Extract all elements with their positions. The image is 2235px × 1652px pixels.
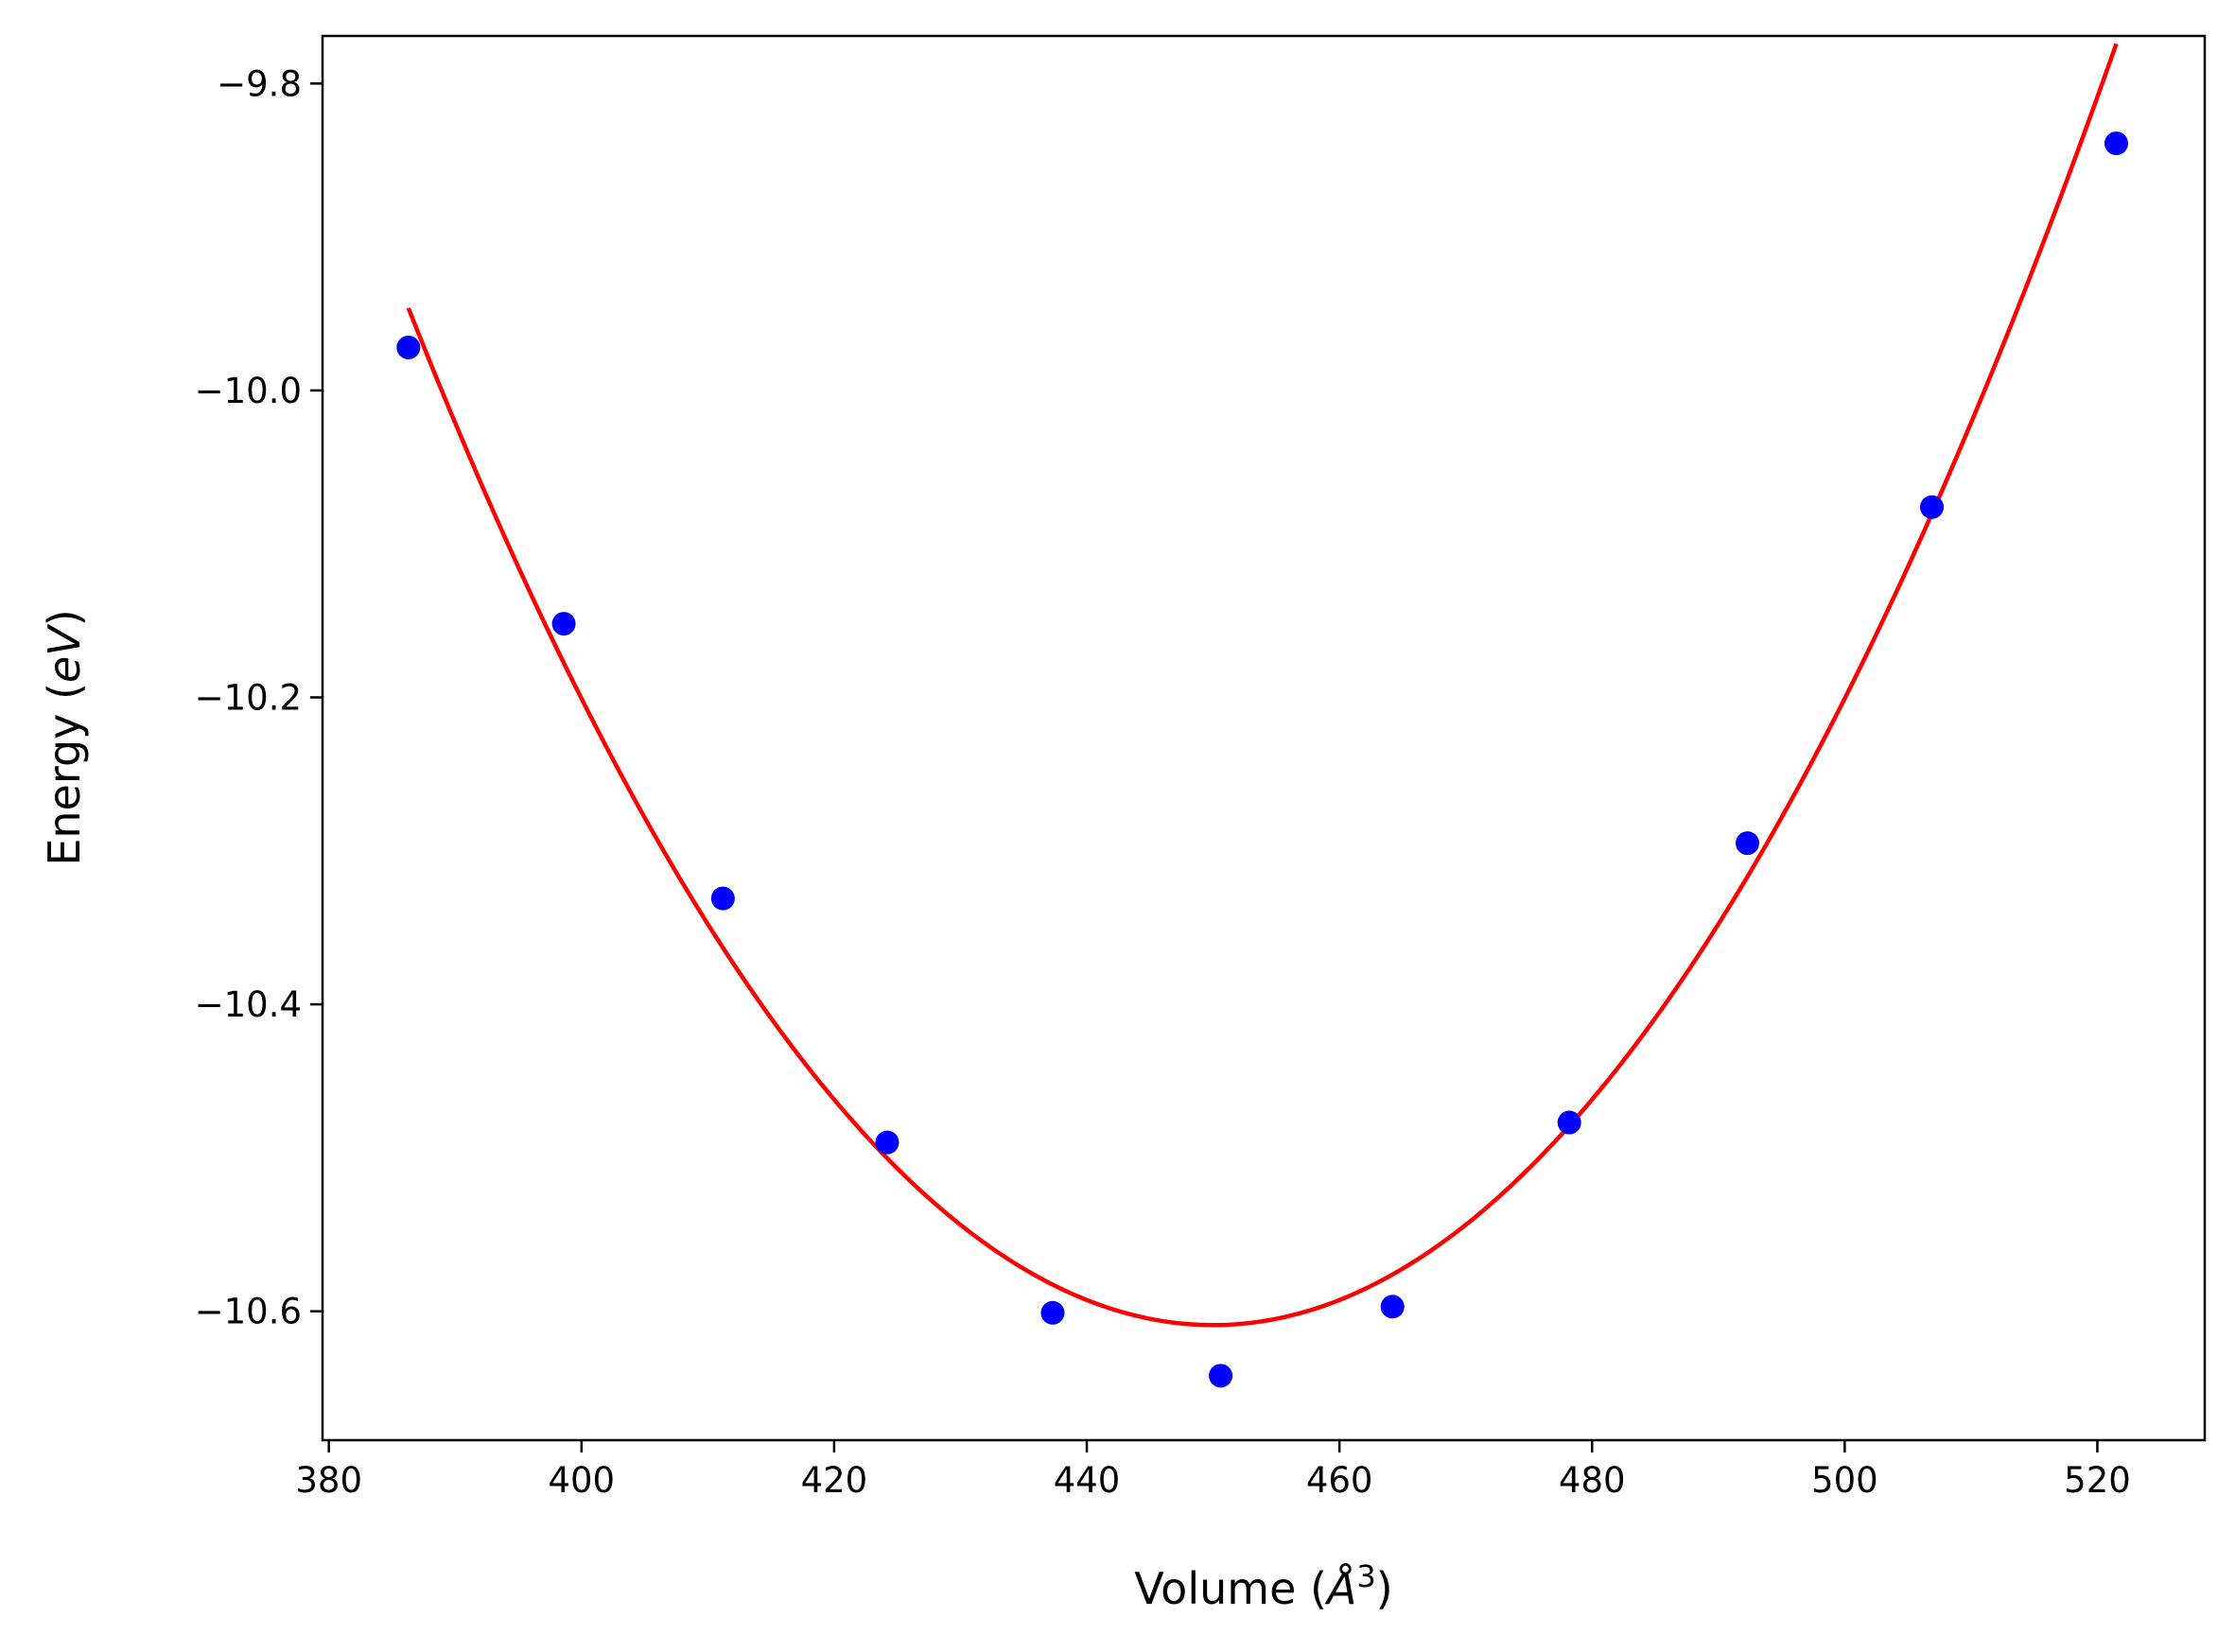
y-axis-title-suffix: ) [39,609,90,626]
data-point [1040,1300,1065,1325]
data-point [1736,831,1760,856]
data-point [875,1130,899,1155]
x-axis-title: Volume (Å3) [1134,1558,1392,1614]
data-point [396,335,421,359]
y-axis-title-unit: eV [39,623,90,683]
x-axis-ticks: 380 400 420 440 460 480 500 520 [295,1440,2131,1501]
x-tick-label: 480 [1559,1460,1626,1501]
y-tick-label: −10.6 [195,1292,302,1332]
y-axis-title: Energy (eV) [39,609,90,865]
y-tick-label: −10.0 [195,371,302,411]
x-tick-label: 460 [1306,1460,1373,1501]
x-axis-title-unit: Å [1324,1563,1356,1614]
data-point [1920,495,1945,519]
x-tick-label: 520 [2064,1460,2131,1501]
plot-content [396,43,2129,1388]
x-tick-label: 440 [1054,1460,1121,1501]
y-axis-ticks: −9.8 −10.0 −10.2 −10.4 −10.6 [195,63,323,1332]
x-axis-title-power: 3 [1356,1558,1375,1594]
data-point [551,612,576,636]
x-axis-title-suffix: ) [1376,1563,1393,1614]
data-point [1209,1364,1233,1388]
fit-curve [406,43,2119,1328]
data-point [710,886,735,911]
x-tick-label: 420 [801,1460,868,1501]
data-point [1380,1295,1405,1319]
y-axis-title-prefix: Energy ( [39,683,90,866]
data-point [2104,131,2129,156]
x-axis-title-prefix: Volume ( [1134,1563,1327,1614]
y-tick-label: −10.2 [195,677,302,718]
plot-frame [321,34,2207,1442]
x-tick-label: 380 [295,1460,362,1501]
y-tick-label: −9.8 [217,63,302,104]
x-tick-label: 500 [1811,1460,1878,1501]
data-point [1557,1110,1581,1135]
x-tick-label: 400 [548,1460,615,1501]
y-tick-label: −10.4 [195,984,302,1025]
